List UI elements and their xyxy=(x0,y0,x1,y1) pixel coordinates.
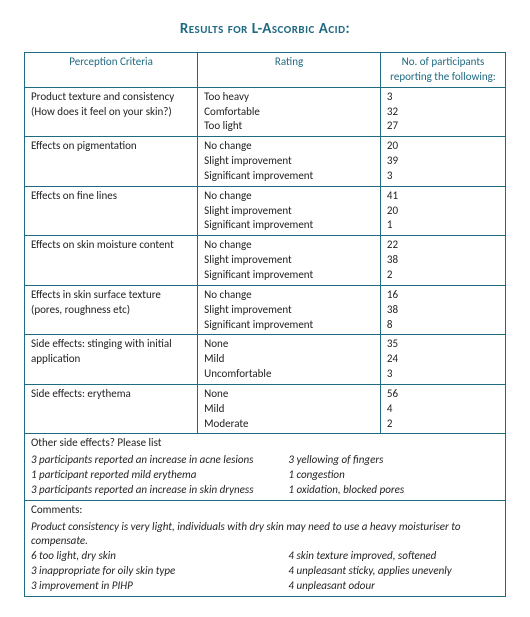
col-criteria: Perception Criteria xyxy=(25,53,198,88)
other-side-effects-right: 3 yellowing of fingers1 congestion1 oxid… xyxy=(288,453,499,498)
comments-intro: Product consistency is very light, indiv… xyxy=(31,520,499,550)
cell-rating: No changeSlight improvementSignificant i… xyxy=(198,236,381,286)
cell-rating: NoneMildUncomfortable xyxy=(198,335,381,385)
table-row: Effects on pigmentationNo changeSlight i… xyxy=(25,137,506,187)
cell-criteria: Effects on fine lines xyxy=(25,186,198,236)
other-side-effects-lead: Other side effects? Please list xyxy=(31,436,499,451)
comments-left: 6 too light, dry skin3 inappropriate for… xyxy=(31,549,288,594)
cell-count: 5642 xyxy=(380,384,505,434)
other-side-effects-row: Other side effects? Please list 3 partici… xyxy=(25,434,506,500)
cell-count: 16388 xyxy=(380,285,505,335)
cell-criteria: Effects in skin surface texture(pores, r… xyxy=(25,285,198,335)
comments-cell: Comments: Product consistency is very lig… xyxy=(25,500,506,596)
cell-rating: No changeSlight improvementSignificant i… xyxy=(198,137,381,187)
table-row: Effects on skin moisture contentNo chang… xyxy=(25,236,506,286)
other-side-effects-cell: Other side effects? Please list 3 partici… xyxy=(25,434,506,500)
cell-criteria: Effects on skin moisture content xyxy=(25,236,198,286)
table-row: Effects in skin surface texture(pores, r… xyxy=(25,285,506,335)
comments-lead: Comments: xyxy=(31,503,499,518)
comments-right: 4 skin texture improved, softened 4 unpl… xyxy=(288,549,499,594)
cell-rating: No changeSlight improvementSignificant i… xyxy=(198,186,381,236)
cell-criteria: Product texture and consistency(How does… xyxy=(25,87,198,137)
cell-rating: NoneMildModerate xyxy=(198,384,381,434)
table-row: Effects on fine linesNo changeSlight imp… xyxy=(25,186,506,236)
cell-criteria: Effects on pigmentation xyxy=(25,137,198,187)
cell-count: 35243 xyxy=(380,335,505,385)
cell-criteria: Side effects: erythema xyxy=(25,384,198,434)
other-side-effects-left: 3 participants reported an increase in a… xyxy=(31,453,288,498)
table-row: Side effects: stinging with initial appl… xyxy=(25,335,506,385)
results-table: Perception Criteria Rating No. of partic… xyxy=(24,52,506,597)
col-rating: Rating xyxy=(198,53,381,88)
cell-count: 22382 xyxy=(380,236,505,286)
cell-count: 33227 xyxy=(380,87,505,137)
cell-criteria: Side effects: stinging with initial appl… xyxy=(25,335,198,385)
page-title: Results for L-Ascorbic Acid: xyxy=(24,20,506,38)
cell-count: 41201 xyxy=(380,186,505,236)
table-row: Side effects: erythemaNoneMildModerate56… xyxy=(25,384,506,434)
comments-row: Comments: Product consistency is very lig… xyxy=(25,500,506,596)
col-count: No. of participants reporting the follow… xyxy=(380,53,505,88)
cell-rating: Too heavyComfortableToo light xyxy=(198,87,381,137)
cell-rating: No changeSlight improvementSignificant i… xyxy=(198,285,381,335)
cell-count: 20393 xyxy=(380,137,505,187)
table-row: Product texture and consistency(How does… xyxy=(25,87,506,137)
